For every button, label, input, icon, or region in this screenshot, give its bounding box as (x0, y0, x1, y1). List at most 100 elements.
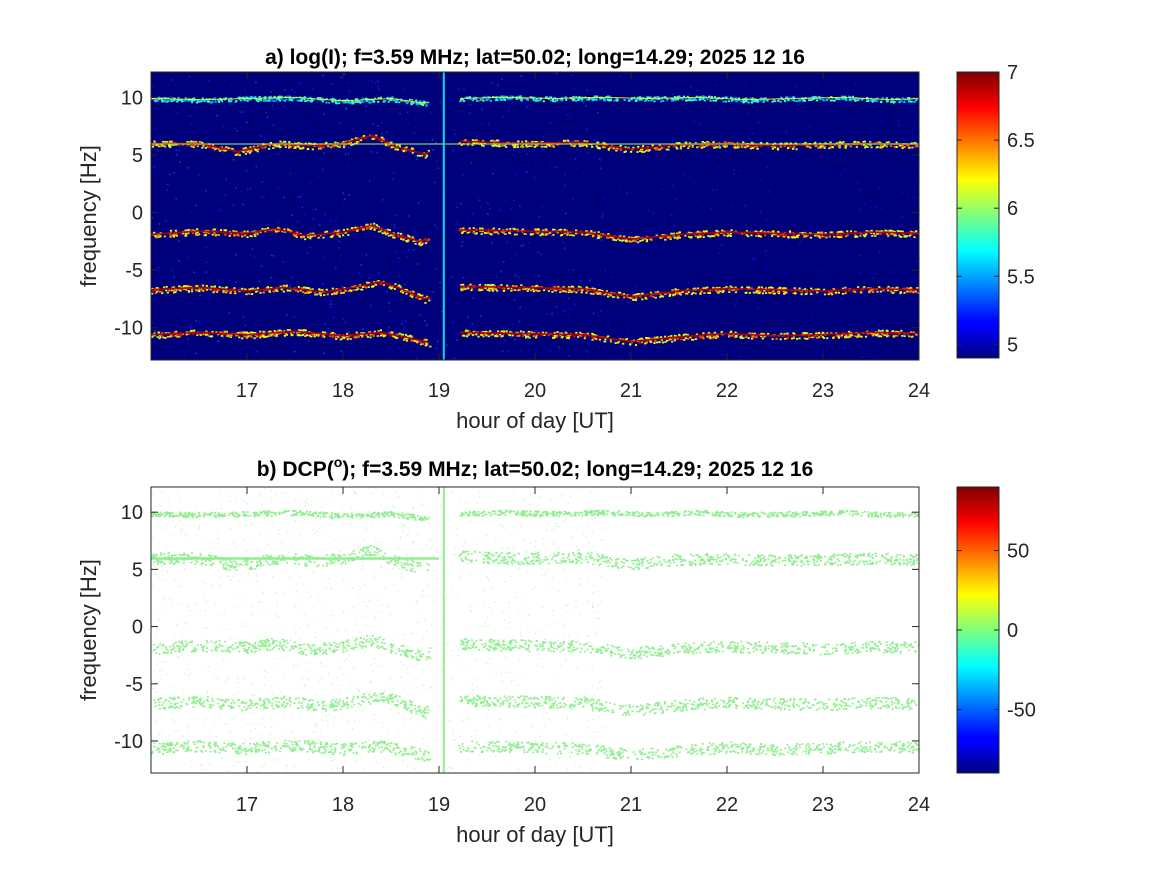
band-pixel (762, 101, 765, 103)
band-pixel (375, 134, 378, 137)
noise-pixel (195, 106, 198, 109)
noise-pixel (732, 344, 735, 347)
band-pixel (862, 143, 866, 146)
band-pixel (346, 228, 349, 231)
band-pixel (224, 233, 227, 236)
noise-pixel (441, 224, 444, 226)
band-pixel (282, 290, 286, 293)
noise-pixel (277, 153, 280, 155)
band-pixel (528, 145, 532, 147)
band-pixel (201, 146, 204, 149)
band-pixel (758, 290, 761, 293)
band-pixel (596, 144, 599, 147)
band-pixel (605, 145, 608, 148)
band-pixel (494, 231, 497, 233)
noise-pixel (288, 335, 290, 337)
band-pixel (589, 287, 592, 290)
noise-pixel (499, 208, 501, 210)
band-pixel (495, 231, 499, 234)
noise-pixel (320, 157, 322, 160)
noise-pixel (636, 126, 639, 128)
noise-pixel (791, 222, 794, 225)
noise-pixel (397, 261, 400, 263)
noise-pixel (169, 173, 171, 176)
noise-pixel (518, 122, 520, 125)
noise-pixel (221, 114, 223, 117)
band-pixel (485, 99, 488, 101)
noise-pixel (717, 114, 719, 117)
band-pixel (410, 148, 413, 151)
band-pixel (332, 145, 335, 148)
noise-pixel (685, 301, 688, 304)
noise-pixel (585, 105, 587, 107)
band-pixel (389, 142, 392, 144)
noise-pixel (175, 83, 177, 86)
band-pixel (742, 101, 745, 103)
band-pixel (791, 236, 794, 239)
band-pixel (491, 287, 494, 289)
noise-pixel (283, 167, 286, 170)
noise-pixel (223, 79, 226, 81)
band-pixel (337, 234, 341, 237)
noise-pixel (893, 208, 895, 211)
band-pixel (898, 234, 901, 237)
noise-pixel (877, 247, 879, 249)
band-pixel (193, 99, 196, 102)
noise-pixel (340, 350, 343, 353)
band-pixel (827, 293, 830, 296)
noise-pixel (407, 184, 409, 186)
noise-pixel (274, 81, 276, 84)
noise-pixel (382, 199, 384, 201)
noise-pixel (752, 78, 754, 80)
noise-pixel (832, 72, 835, 75)
noise-pixel (199, 258, 202, 261)
band-pixel (702, 146, 706, 148)
noise-pixel (896, 165, 899, 168)
band-pixel (824, 142, 827, 145)
noise-pixel (897, 119, 900, 122)
band-pixel (741, 232, 744, 235)
band-pixel (721, 97, 724, 99)
band-pixel (312, 98, 316, 101)
band-pixel (742, 99, 745, 102)
noise-pixel (628, 352, 631, 354)
noise-pixel (863, 266, 865, 269)
band-pixel (526, 290, 529, 292)
noise-pixel (338, 287, 341, 290)
band-pixel (664, 293, 667, 296)
band-pixel (750, 101, 754, 104)
band-pixel (913, 236, 916, 239)
noise-pixel (677, 345, 680, 347)
band-pixel (156, 290, 159, 293)
band-pixel (221, 232, 224, 235)
band-pixel (575, 291, 578, 294)
band-pixel (570, 234, 573, 237)
band-pixel (411, 102, 414, 105)
noise-pixel (209, 106, 211, 108)
band-pixel (278, 146, 282, 149)
band-pixel (640, 98, 644, 101)
noise-pixel (453, 129, 456, 131)
noise-pixel (696, 219, 699, 221)
noise-pixel (506, 176, 508, 179)
noise-pixel (761, 341, 763, 344)
band-pixel (585, 144, 588, 147)
band-pixel (835, 142, 839, 145)
band-pixel (172, 286, 176, 289)
band-pixel (661, 295, 664, 298)
noise-pixel (177, 182, 180, 185)
band-pixel (331, 144, 334, 147)
noise-pixel (611, 285, 614, 287)
band-pixel (678, 236, 681, 239)
band-pixel (911, 290, 914, 293)
noise-pixel (629, 265, 632, 268)
band-pixel (777, 235, 780, 238)
band-core-line (460, 229, 919, 240)
noise-pixel (768, 191, 770, 193)
noise-pixel (171, 79, 173, 81)
band-pixel (717, 292, 720, 294)
noise-pixel (296, 319, 298, 322)
noise-pixel (205, 271, 207, 273)
band-pixel (357, 101, 360, 103)
noise-pixel (891, 204, 893, 207)
